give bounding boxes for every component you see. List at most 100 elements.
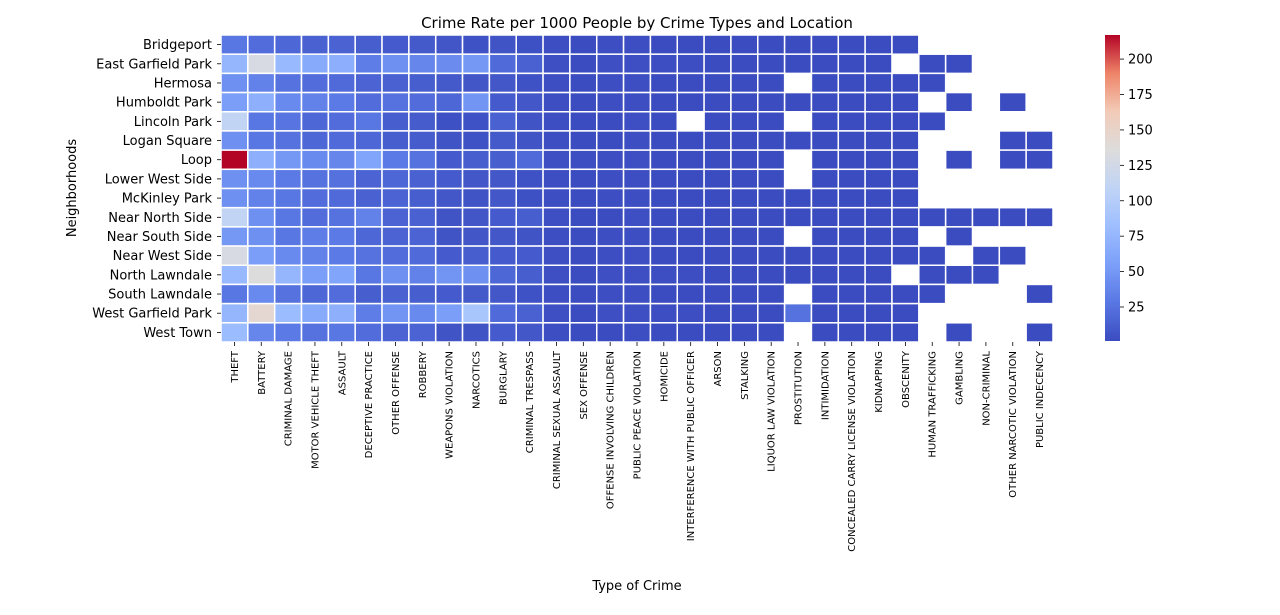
heatmap-cell bbox=[757, 206, 786, 228]
heatmap-cell bbox=[891, 111, 920, 132]
row-label: Near South Side bbox=[107, 230, 212, 245]
heatmap-cell bbox=[515, 206, 544, 228]
heatmap-cell bbox=[434, 53, 464, 75]
heatmap-cell bbox=[273, 168, 303, 190]
column-label: PUBLIC INDECENCY bbox=[1035, 350, 1046, 448]
row-label: West Town bbox=[143, 326, 212, 341]
heatmap-cell bbox=[434, 168, 464, 190]
heatmap-cell bbox=[649, 72, 679, 94]
heatmap-cell bbox=[247, 226, 276, 247]
heatmap-cell bbox=[783, 302, 813, 324]
heatmap-cell bbox=[542, 149, 571, 171]
heatmap-cell bbox=[273, 111, 303, 132]
row-label: West Garfield Park bbox=[92, 307, 212, 322]
column-label: OTHER OFFENSE bbox=[391, 351, 402, 435]
heatmap-cell bbox=[783, 53, 813, 75]
row-label: North Lawndale bbox=[110, 268, 212, 283]
heatmap-cell bbox=[837, 283, 866, 305]
heatmap-cell bbox=[381, 130, 410, 151]
heatmap-cell bbox=[220, 322, 249, 343]
heatmap-cell bbox=[220, 302, 249, 324]
column-labels: THEFT BATTERY CRIMINAL DAMAGE MOTOR VEHICLE… bbox=[230, 342, 1046, 552]
heatmap-cell bbox=[488, 264, 517, 286]
heatmap-cell bbox=[676, 283, 705, 305]
heatmap-cell bbox=[891, 322, 920, 343]
heatmap-cell bbox=[783, 130, 813, 151]
heatmap-cell bbox=[595, 111, 625, 132]
heatmap-cell bbox=[649, 283, 679, 305]
heatmap-cell bbox=[408, 206, 437, 228]
heatmap-cell bbox=[569, 130, 598, 151]
heatmap-cell bbox=[810, 283, 840, 305]
heatmap-cell bbox=[327, 111, 356, 132]
heatmap-cell bbox=[220, 34, 249, 55]
heatmap-cell bbox=[273, 206, 303, 228]
column-label: PUBLIC PEACE VIOLATION bbox=[633, 351, 644, 479]
heatmap-cell bbox=[622, 302, 652, 324]
heatmap-cell bbox=[998, 149, 1027, 171]
heatmap-cell bbox=[891, 206, 920, 228]
heatmap-cell bbox=[300, 245, 330, 266]
heatmap-cell bbox=[273, 264, 303, 286]
heatmap-cell bbox=[783, 91, 813, 113]
heatmap-cell bbox=[488, 206, 517, 228]
heatmap-cell bbox=[408, 34, 437, 55]
heatmap-cell bbox=[730, 283, 759, 305]
heatmap-cell bbox=[247, 283, 276, 305]
column-label: INTIMIDATION bbox=[820, 351, 831, 420]
heatmap-cell bbox=[595, 264, 625, 286]
heatmap-cell bbox=[757, 322, 786, 343]
heatmap-cell bbox=[864, 111, 893, 132]
heatmap-cell bbox=[676, 53, 705, 75]
row-label: McKinley Park bbox=[122, 192, 213, 207]
heatmap-cell bbox=[220, 168, 249, 190]
heatmap-cell bbox=[783, 34, 813, 55]
heatmap-cell bbox=[864, 168, 893, 190]
heatmap-cell bbox=[730, 302, 759, 324]
heatmap-cell bbox=[703, 34, 732, 55]
heatmap-cell bbox=[461, 111, 491, 132]
heatmap-cell bbox=[757, 187, 786, 209]
heatmap-cell bbox=[247, 245, 276, 266]
heatmap-cell bbox=[354, 53, 383, 75]
heatmap-cell bbox=[703, 149, 732, 171]
heatmap-cell bbox=[488, 283, 517, 305]
heatmap-cell bbox=[542, 302, 571, 324]
heatmap-cell bbox=[703, 72, 732, 94]
heatmap-cell bbox=[488, 322, 517, 343]
heatmap-cell bbox=[300, 322, 330, 343]
heatmap-cell bbox=[434, 72, 464, 94]
heatmap-cell bbox=[837, 34, 866, 55]
heatmap-cell bbox=[542, 187, 571, 209]
heatmap-cell bbox=[1025, 149, 1054, 171]
heatmap-cell bbox=[703, 187, 732, 209]
heatmap-cell bbox=[730, 130, 759, 151]
heatmap-cell bbox=[730, 111, 759, 132]
heatmap-cell bbox=[461, 302, 491, 324]
heatmap-cell bbox=[434, 130, 464, 151]
heatmap-cell bbox=[569, 187, 598, 209]
heatmap-cell bbox=[569, 226, 598, 247]
heatmap-cell bbox=[327, 130, 356, 151]
heatmap-cell bbox=[971, 264, 1001, 286]
column-label: CRIMINAL SEXUAL ASSAULT bbox=[552, 350, 563, 489]
heatmap-cell bbox=[837, 53, 866, 75]
heatmap-cell bbox=[783, 206, 813, 228]
heatmap-cell bbox=[757, 111, 786, 132]
heatmap-cell bbox=[569, 34, 598, 55]
row-label: Loop bbox=[181, 153, 212, 168]
heatmap-cell bbox=[300, 53, 330, 75]
colorbar-tick-label: 100 bbox=[1128, 194, 1153, 209]
heatmap-cell bbox=[649, 91, 679, 113]
heatmap-cell bbox=[273, 322, 303, 343]
heatmap-cell bbox=[434, 245, 464, 266]
heatmap-cell bbox=[381, 72, 410, 94]
heatmap-cell bbox=[595, 283, 625, 305]
heatmap-cell bbox=[595, 245, 625, 266]
heatmap-cell bbox=[381, 149, 410, 171]
heatmap-cell bbox=[918, 245, 947, 266]
heatmap-cell bbox=[300, 302, 330, 324]
heatmap-cell bbox=[300, 149, 330, 171]
heatmap-cell bbox=[757, 91, 786, 113]
heatmap-cell bbox=[327, 168, 356, 190]
